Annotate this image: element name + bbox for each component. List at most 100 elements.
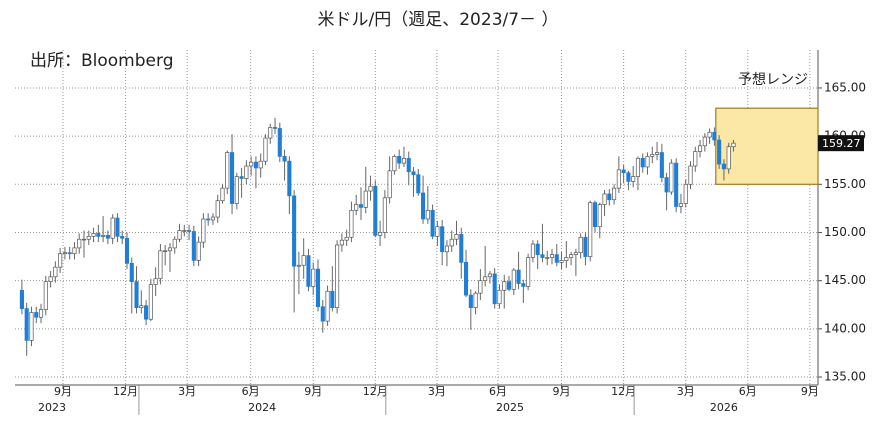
candle-body — [506, 281, 512, 290]
x-tick-label: 12月 — [363, 385, 388, 398]
candle-body — [669, 162, 674, 193]
candle-body — [24, 308, 29, 341]
candle-body — [153, 278, 158, 285]
candle-body — [473, 292, 478, 308]
candle-body — [249, 161, 254, 167]
candle-body — [530, 243, 535, 258]
candle-body — [363, 190, 368, 208]
candle-body — [19, 289, 24, 309]
candle-body — [115, 217, 120, 237]
candle-body — [588, 202, 593, 257]
candle-body — [635, 157, 641, 177]
candle-body — [478, 280, 483, 294]
candle-body — [697, 145, 703, 152]
candle-body — [693, 151, 698, 167]
x-tick-label: 9月 — [801, 385, 819, 398]
year-label: 2024 — [248, 401, 276, 414]
candle-body — [311, 268, 316, 287]
candle-body — [397, 156, 402, 164]
candle-body — [177, 230, 182, 240]
candle-body — [296, 264, 301, 267]
candle-body — [201, 218, 206, 243]
candle-body — [406, 157, 411, 173]
candle-body — [702, 136, 707, 147]
candle-body — [387, 170, 392, 199]
x-tick-label: 6月 — [489, 385, 507, 398]
candle-body — [354, 204, 359, 211]
candle-body — [573, 252, 578, 255]
price-tag — [818, 135, 864, 152]
candle-body — [253, 161, 258, 169]
x-tick-label: 6月 — [242, 385, 260, 398]
candle-body — [602, 193, 607, 205]
forecast-range — [715, 107, 819, 185]
candle-body — [463, 261, 469, 296]
y-tick-label: 135.00 — [824, 370, 866, 384]
candle-body — [492, 273, 497, 305]
x-tick-label: 9月 — [304, 385, 322, 398]
candle-body — [172, 238, 177, 249]
candle-body — [139, 305, 144, 308]
candle-body — [378, 232, 383, 236]
candle-body — [77, 238, 82, 249]
candle-body — [53, 266, 58, 278]
candle-body — [277, 128, 282, 157]
candle-body — [440, 226, 445, 253]
candle-body — [220, 187, 225, 202]
candle-body — [335, 244, 340, 308]
candle-body — [612, 187, 617, 201]
candle-body — [511, 269, 516, 290]
candle-body — [287, 160, 292, 197]
candle-body — [81, 238, 87, 241]
candle-body — [48, 276, 53, 282]
candle-body — [163, 250, 168, 252]
candle-body — [244, 165, 249, 179]
x-tick-label: 9月 — [553, 385, 571, 398]
candle-body — [225, 152, 230, 189]
candle-body — [487, 273, 492, 278]
candle-body — [664, 177, 669, 193]
year-label: 2023 — [38, 401, 66, 414]
candle-body — [349, 209, 354, 238]
candle-body — [124, 237, 130, 264]
candle-body — [134, 281, 139, 308]
candle-body — [707, 131, 712, 138]
y-tick-label: 140.00 — [824, 321, 866, 335]
candle-body — [210, 216, 215, 221]
candle-body — [344, 236, 349, 241]
candle-body — [549, 254, 555, 258]
candle-body — [339, 239, 344, 246]
candle-body — [435, 226, 440, 237]
candle-body — [683, 183, 688, 204]
x-tick-label: 3月 — [677, 385, 695, 398]
candle-body — [301, 255, 306, 266]
candle-body — [191, 231, 196, 261]
candle-body — [67, 252, 72, 255]
candle-body — [158, 250, 163, 280]
forecast-label: 予想レンジ — [738, 72, 808, 88]
candle-body — [688, 165, 693, 185]
x-tick-label: 12月 — [611, 385, 636, 398]
candle-body — [96, 233, 101, 237]
x-tick-label: 9月 — [54, 385, 72, 398]
candle-body — [358, 204, 364, 208]
price-tag-label: 159.27 — [822, 137, 861, 150]
candle-body — [645, 156, 650, 168]
year-label: 2026 — [710, 401, 738, 414]
y-tick-label: 145.00 — [824, 273, 866, 287]
candle-body — [650, 154, 655, 157]
candle-body — [373, 185, 378, 236]
candle-body — [444, 245, 449, 253]
candle-body — [545, 257, 550, 259]
candle-body — [640, 157, 645, 168]
candle-body — [712, 131, 717, 141]
chart-title: 米ドル/円（週足、2023/7－ ） — [318, 10, 559, 30]
x-tick-label: 3月 — [178, 385, 196, 398]
candle-body — [144, 305, 149, 320]
candle-body — [502, 281, 507, 291]
candle-body — [258, 160, 263, 169]
candle-body — [655, 152, 660, 155]
candle-body — [607, 193, 612, 201]
candle-body — [430, 209, 435, 237]
candle-body — [459, 234, 464, 263]
